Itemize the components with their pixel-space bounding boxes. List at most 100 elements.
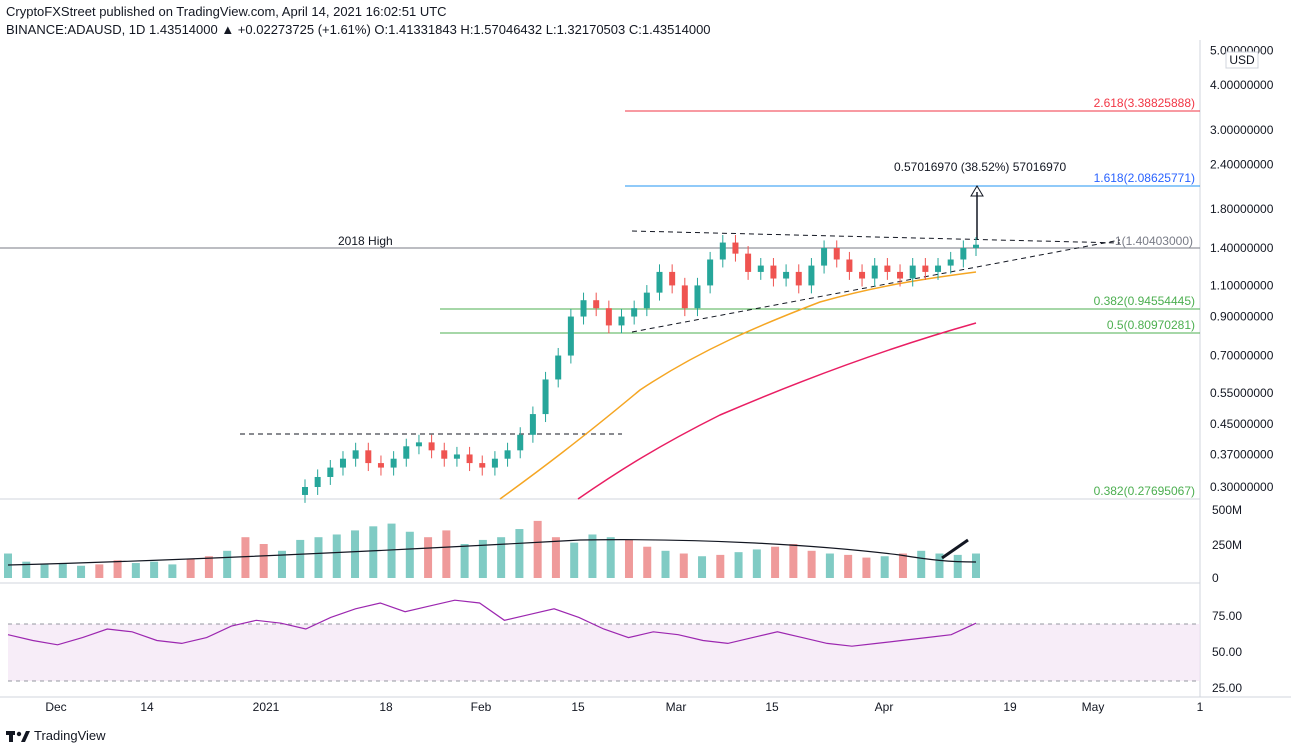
- currency-label: USD: [1229, 53, 1255, 67]
- candle[interactable]: [681, 285, 688, 309]
- currency-badge[interactable]: [1225, 51, 1259, 69]
- sma200-line: [577, 322, 977, 500]
- volume-bar: [789, 544, 798, 578]
- volume-bar: [698, 556, 707, 578]
- candle[interactable]: [517, 434, 524, 451]
- volume-bar: [588, 534, 597, 578]
- candle[interactable]: [922, 265, 929, 272]
- candle[interactable]: [403, 446, 410, 459]
- candle[interactable]: [593, 300, 600, 309]
- volume-bar: [734, 552, 743, 578]
- candle[interactable]: [795, 271, 802, 286]
- candle[interactable]: [428, 442, 435, 451]
- candle[interactable]: [567, 316, 574, 356]
- candle[interactable]: [542, 379, 549, 415]
- time-tick-3: 18: [379, 700, 393, 714]
- rsi-line: [7, 599, 977, 647]
- candle[interactable]: [302, 487, 308, 495]
- candle[interactable]: [871, 265, 878, 279]
- candle[interactable]: [555, 355, 562, 380]
- time-tick-7: 15: [765, 700, 779, 714]
- time-tick-4: Feb: [471, 700, 492, 714]
- candle[interactable]: [529, 414, 536, 435]
- price-tick-4: 1.80000000: [1210, 202, 1274, 216]
- candle[interactable]: [453, 454, 460, 459]
- candle[interactable]: [643, 292, 650, 309]
- triangle-upper-line: [631, 230, 1121, 244]
- volume-bar: [972, 553, 980, 578]
- candle[interactable]: [631, 308, 638, 317]
- volume-bar: [478, 539, 487, 578]
- candle[interactable]: [415, 442, 422, 447]
- candle[interactable]: [770, 265, 777, 279]
- candle[interactable]: [707, 259, 714, 286]
- high-2018-label: 2018 High: [338, 234, 393, 248]
- tradingview-brand: TradingView: [34, 728, 106, 743]
- candle[interactable]: [732, 242, 739, 254]
- time-tick-9: 19: [1003, 700, 1017, 714]
- candle[interactable]: [491, 458, 498, 468]
- candle[interactable]: [973, 244, 979, 248]
- sma50-line: [499, 271, 977, 500]
- candle[interactable]: [897, 271, 904, 279]
- candle[interactable]: [466, 454, 473, 464]
- volume-bar: [570, 542, 579, 578]
- candle[interactable]: [745, 253, 752, 272]
- price-tick-6: 1.10000000: [1210, 278, 1274, 292]
- volume-bar: [752, 549, 761, 578]
- volume-bar: [935, 553, 944, 578]
- candle[interactable]: [669, 271, 676, 286]
- candle[interactable]: [390, 458, 397, 468]
- candle[interactable]: [352, 450, 359, 459]
- fib-0382-low-label: 0.382(0.27695067): [1094, 484, 1195, 498]
- time-tick-0: Dec: [45, 700, 66, 714]
- candle[interactable]: [580, 300, 587, 317]
- candle[interactable]: [935, 265, 942, 272]
- candle[interactable]: [365, 450, 372, 464]
- volume-bar: [551, 537, 560, 578]
- candle[interactable]: [783, 271, 790, 279]
- candle[interactable]: [808, 265, 815, 286]
- candle[interactable]: [884, 265, 891, 272]
- price-axis[interactable]: [1200, 40, 1291, 720]
- candle[interactable]: [947, 259, 954, 266]
- time-tick-10: May: [1082, 700, 1105, 714]
- candle[interactable]: [504, 450, 511, 459]
- volume-bar: [606, 537, 615, 578]
- candle[interactable]: [833, 248, 840, 260]
- candle[interactable]: [479, 463, 486, 468]
- candle[interactable]: [618, 316, 625, 326]
- candle[interactable]: [377, 463, 384, 468]
- candle[interactable]: [327, 467, 334, 477]
- volume-bar: [716, 554, 725, 578]
- candle[interactable]: [757, 265, 764, 272]
- price-pane[interactable]: [0, 40, 1200, 499]
- candle[interactable]: [441, 450, 448, 459]
- candle[interactable]: [719, 242, 726, 260]
- rsi-tick-2: 25.00: [1212, 681, 1242, 695]
- candle[interactable]: [821, 248, 828, 266]
- volume-bar: [314, 537, 323, 578]
- candle[interactable]: [694, 285, 701, 309]
- candle[interactable]: [846, 259, 853, 272]
- price-chart[interactable]: 2018 High 2.618(3.38825888) 1.618(2.0862…: [0, 40, 1291, 720]
- volume-bar: [204, 556, 213, 578]
- candle[interactable]: [339, 458, 346, 468]
- candle[interactable]: [656, 271, 663, 293]
- price-tick-1: 4.00000000: [1210, 78, 1274, 92]
- candle[interactable]: [314, 476, 321, 487]
- volume-bar: [825, 553, 834, 578]
- volume-bar: [131, 563, 140, 578]
- candle[interactable]: [859, 271, 866, 279]
- volume-bar: [58, 563, 67, 578]
- volume-tick-2: 0: [1212, 571, 1219, 585]
- fib-1-label: 1(1.40403000): [1115, 234, 1193, 248]
- time-tick-1: 14: [140, 700, 154, 714]
- price-tick-3: 2.40000000: [1210, 157, 1274, 171]
- candle[interactable]: [605, 308, 612, 326]
- tradingview-footer[interactable]: TradingView: [6, 728, 106, 743]
- candle[interactable]: [909, 265, 916, 279]
- candle[interactable]: [960, 248, 967, 260]
- price-tick-10: 0.45000000: [1210, 417, 1274, 431]
- volume-bar: [277, 550, 286, 578]
